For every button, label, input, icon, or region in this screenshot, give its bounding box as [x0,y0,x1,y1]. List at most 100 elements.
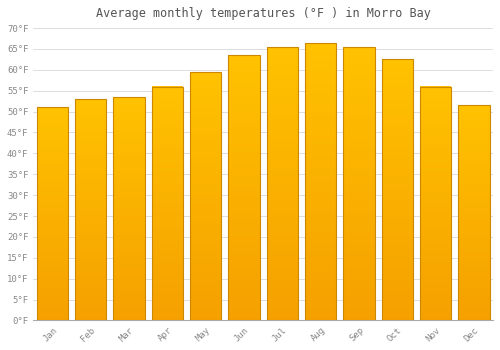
Bar [190,121,222,126]
Bar [266,266,298,270]
Bar [152,176,183,180]
Bar [190,171,222,175]
Bar [382,312,413,316]
Bar [75,147,106,151]
Bar [420,258,452,262]
Bar [75,224,106,228]
Bar [152,153,183,157]
Bar [75,295,106,298]
Bar [228,241,260,245]
Bar [37,228,68,232]
Bar [305,316,336,321]
Bar [37,310,68,313]
Bar [305,242,336,246]
Bar [75,158,106,162]
Bar [37,132,68,136]
Bar [266,293,298,298]
Bar [152,281,183,285]
Bar [75,99,106,321]
Bar [114,227,145,231]
Bar [458,241,490,245]
Bar [420,196,452,199]
Bar [190,262,222,267]
Bar [458,299,490,302]
Bar [37,178,68,182]
Bar [114,205,145,209]
Bar [344,261,374,266]
Bar [152,118,183,121]
Bar [458,252,490,256]
Bar [190,76,222,80]
Bar [114,238,145,242]
Bar [458,131,490,134]
Bar [190,295,222,300]
Bar [382,277,413,281]
Bar [344,47,374,51]
Bar [190,101,222,105]
Bar [228,254,260,259]
Bar [114,134,145,138]
Bar [37,207,68,210]
Bar [382,107,413,112]
Bar [190,221,222,225]
Bar [420,211,452,215]
Bar [37,295,68,299]
Bar [75,169,106,173]
Bar [266,279,298,284]
Bar [458,105,490,109]
Bar [458,155,490,159]
Bar [228,298,260,303]
Bar [190,72,222,321]
Bar [266,298,298,302]
Bar [305,223,336,228]
Bar [420,118,452,121]
Bar [458,195,490,198]
Bar [420,274,452,278]
Bar [420,157,452,161]
Bar [114,294,145,298]
Bar [114,235,145,238]
Bar [458,313,490,317]
Bar [344,156,374,161]
Bar [114,257,145,261]
Bar [190,97,222,101]
Bar [190,80,222,84]
Bar [305,131,336,135]
Bar [344,220,374,225]
Bar [382,264,413,268]
Bar [37,303,68,306]
Bar [152,250,183,254]
Bar [75,217,106,221]
Bar [114,290,145,294]
Bar [75,154,106,158]
Bar [420,184,452,188]
Bar [420,86,452,321]
Bar [114,197,145,201]
Bar [458,267,490,270]
Bar [114,116,145,119]
Bar [190,180,222,184]
Bar [266,238,298,243]
Bar [75,272,106,276]
Bar [190,126,222,130]
Bar [228,73,260,77]
Bar [75,313,106,317]
Bar [37,225,68,228]
Bar [382,164,413,168]
Bar [382,233,413,238]
Bar [420,316,452,321]
Bar [75,236,106,239]
Bar [382,299,413,303]
Bar [458,292,490,295]
Bar [152,289,183,293]
Bar [190,142,222,146]
Bar [75,166,106,169]
Bar [37,274,68,278]
Bar [114,250,145,253]
Bar [37,260,68,264]
Bar [266,170,298,175]
Bar [420,94,452,98]
Bar [152,130,183,133]
Bar [228,285,260,289]
Bar [37,161,68,164]
